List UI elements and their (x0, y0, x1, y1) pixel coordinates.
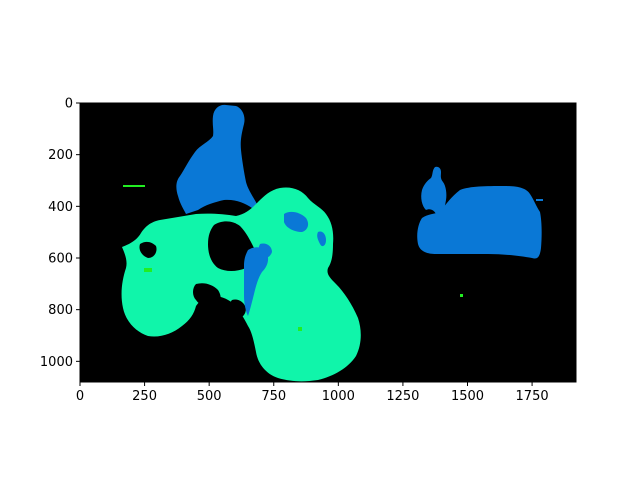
x-tick-label: 500 (197, 389, 222, 404)
motorbike-mask (121, 187, 361, 382)
car-mask (417, 186, 542, 259)
bike-part-blue-1 (284, 211, 309, 232)
rider-leg-mask (244, 247, 269, 316)
green-speck-1 (123, 185, 145, 187)
green-speck-2 (144, 268, 152, 272)
x-tick-label: 750 (261, 389, 286, 404)
y-tick-label: 400 (48, 200, 73, 215)
segmentation-image (80, 103, 576, 382)
bike-engine-gap (208, 221, 256, 271)
x-axis: 0 250 500 750 1000 1250 1500 1750 (76, 382, 549, 404)
y-axis: 0 200 400 600 800 1000 (40, 97, 80, 370)
bike-mid-gap (229, 299, 246, 319)
x-tick-label: 1000 (322, 389, 355, 404)
bike-part-blue-2 (317, 231, 326, 247)
axes-frame (79, 102, 577, 383)
y-tick-label: 800 (48, 303, 73, 318)
y-tick-label: 1000 (40, 355, 73, 370)
green-speck-3 (298, 327, 302, 331)
y-tick-label: 200 (48, 148, 73, 163)
y-tick-label: 0 (65, 97, 73, 112)
car-mirror-speck (536, 199, 543, 201)
x-tick-label: 1500 (451, 389, 484, 404)
x-tick-label: 250 (132, 389, 157, 404)
x-tick-label: 0 (76, 389, 84, 404)
x-tick-label: 1250 (386, 389, 419, 404)
rider-person-mask (176, 104, 259, 214)
bike-left-gap (139, 241, 157, 258)
standing-person-mask (421, 166, 447, 214)
green-speck-4 (460, 294, 463, 297)
x-tick-label: 1750 (516, 389, 549, 404)
y-tick-label: 600 (48, 252, 73, 267)
bike-part-blue-3 (258, 243, 272, 259)
bike-lower-gap (193, 283, 221, 309)
